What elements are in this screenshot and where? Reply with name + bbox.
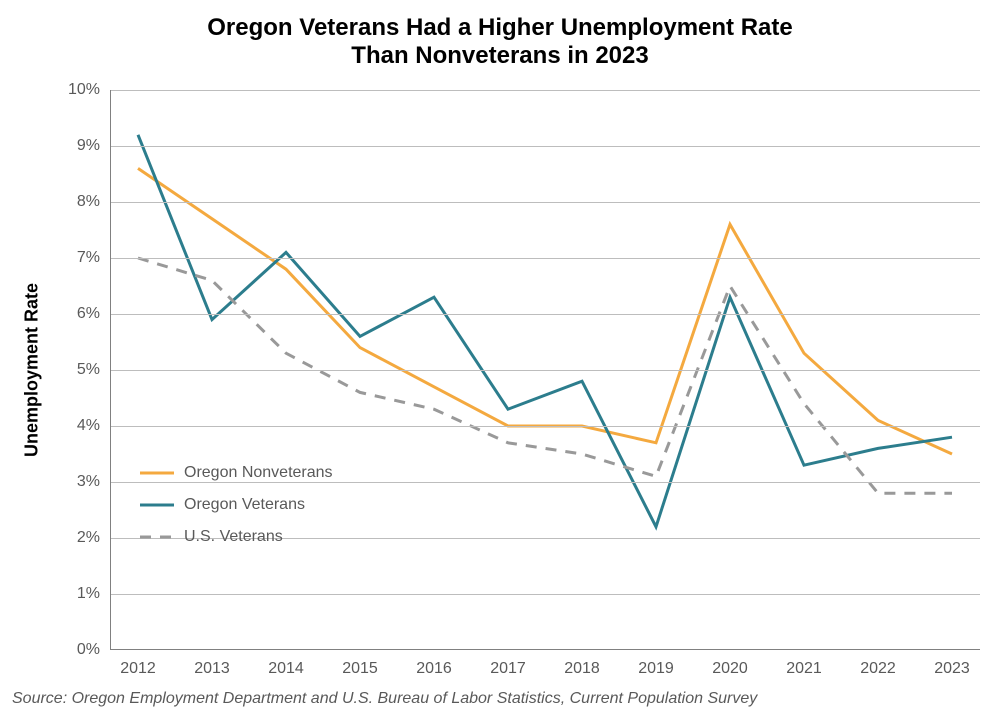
x-tick-label: 2019 bbox=[638, 660, 674, 678]
x-tick-label: 2012 bbox=[120, 660, 156, 678]
source-note: Source: Oregon Employment Department and… bbox=[12, 690, 757, 708]
y-tick-label: 8% bbox=[60, 193, 100, 211]
y-tick-label: 2% bbox=[60, 529, 100, 547]
y-tick-label: 5% bbox=[60, 361, 100, 379]
x-tick-label: 2023 bbox=[934, 660, 970, 678]
legend-swatch bbox=[140, 466, 174, 480]
x-tick-label: 2020 bbox=[712, 660, 748, 678]
y-axis-line bbox=[110, 90, 111, 650]
y-tick-label: 1% bbox=[60, 585, 100, 603]
gridline bbox=[110, 258, 980, 259]
x-axis-line bbox=[110, 649, 980, 650]
gridline bbox=[110, 370, 980, 371]
gridline bbox=[110, 90, 980, 91]
x-tick-label: 2015 bbox=[342, 660, 378, 678]
gridline bbox=[110, 426, 980, 427]
plot-area bbox=[110, 90, 980, 650]
x-tick-label: 2018 bbox=[564, 660, 600, 678]
x-tick-label: 2021 bbox=[786, 660, 822, 678]
chart-title: Oregon Veterans Had a Higher Unemploymen… bbox=[0, 14, 1000, 69]
x-tick-label: 2013 bbox=[194, 660, 230, 678]
y-tick-label: 0% bbox=[60, 641, 100, 659]
gridline bbox=[110, 314, 980, 315]
y-tick-label: 7% bbox=[60, 249, 100, 267]
legend-label: U.S. Veterans bbox=[184, 528, 283, 546]
gridline bbox=[110, 594, 980, 595]
y-tick-label: 6% bbox=[60, 305, 100, 323]
y-tick-label: 4% bbox=[60, 417, 100, 435]
y-tick-label: 10% bbox=[60, 81, 100, 99]
x-tick-label: 2016 bbox=[416, 660, 452, 678]
y-tick-label: 3% bbox=[60, 473, 100, 491]
y-axis-title: Unemployment Rate bbox=[22, 283, 43, 457]
title-line-2: Than Nonveterans in 2023 bbox=[351, 42, 648, 69]
legend-item: Oregon Nonveterans bbox=[140, 464, 333, 482]
x-tick-label: 2017 bbox=[490, 660, 526, 678]
y-tick-label: 9% bbox=[60, 137, 100, 155]
legend-swatch bbox=[140, 498, 174, 512]
legend-item: Oregon Veterans bbox=[140, 496, 333, 514]
chart-container: Oregon Veterans Had a Higher Unemploymen… bbox=[0, 0, 1000, 724]
title-line-1: Oregon Veterans Had a Higher Unemploymen… bbox=[207, 14, 792, 41]
legend-swatch bbox=[140, 530, 174, 544]
legend-item: U.S. Veterans bbox=[140, 528, 333, 546]
gridline bbox=[110, 146, 980, 147]
x-tick-label: 2022 bbox=[860, 660, 896, 678]
series-line bbox=[138, 168, 952, 454]
legend: Oregon Nonveterans Oregon Veterans U.S. Ve… bbox=[140, 464, 333, 560]
legend-label: Oregon Veterans bbox=[184, 496, 305, 514]
gridline bbox=[110, 202, 980, 203]
x-tick-label: 2014 bbox=[268, 660, 304, 678]
legend-label: Oregon Nonveterans bbox=[184, 464, 333, 482]
